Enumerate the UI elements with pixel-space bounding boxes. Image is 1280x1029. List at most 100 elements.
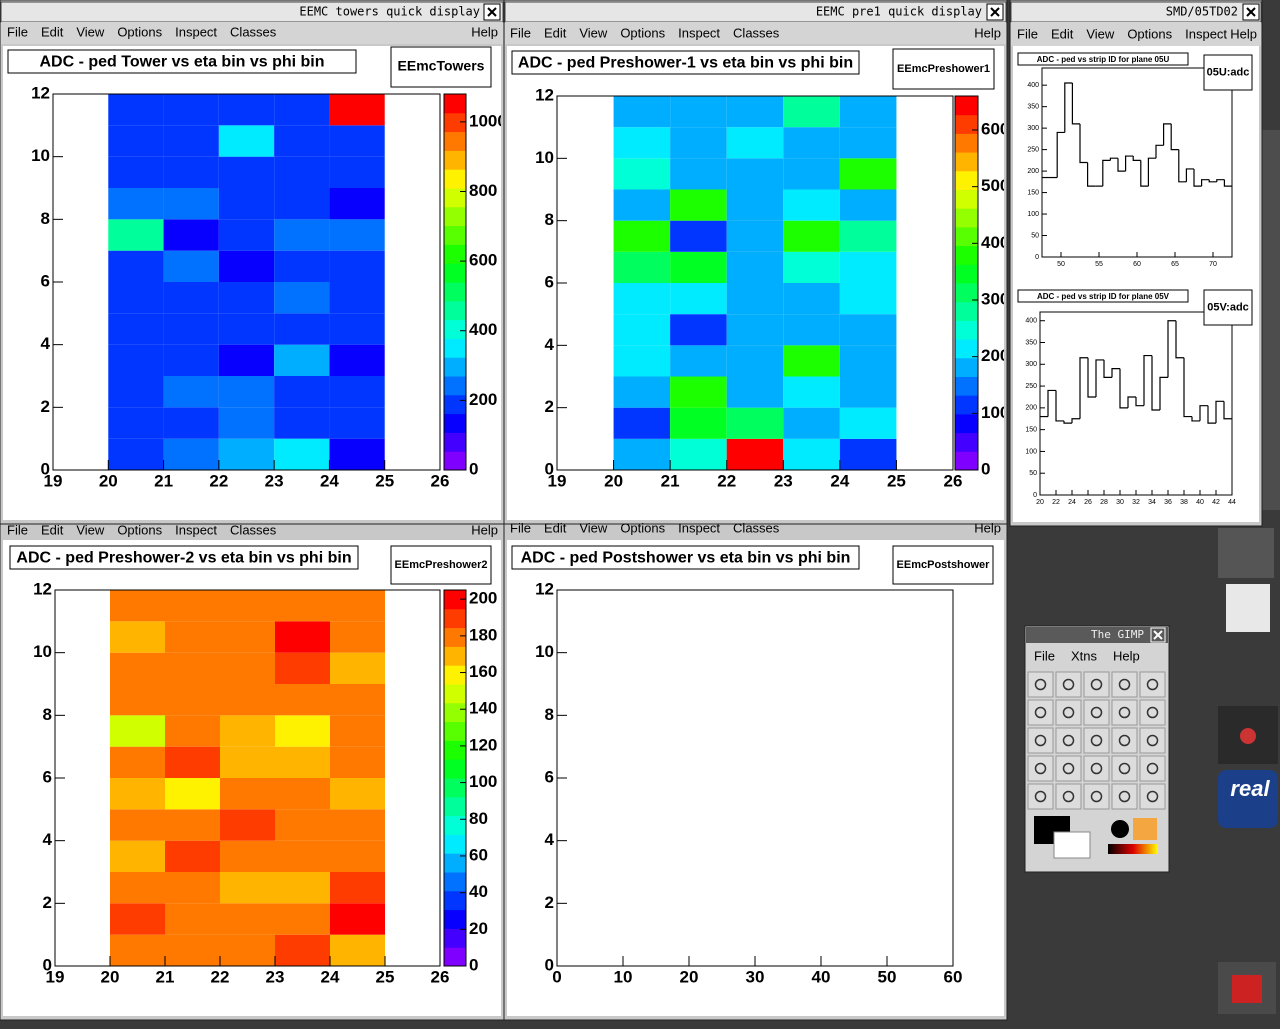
menu-item[interactable]: Classes	[733, 25, 780, 40]
menu-item[interactable]: Edit	[41, 24, 64, 39]
chart-title: ADC - ped Postshower vs eta bin vs phi b…	[521, 550, 851, 567]
menu-item[interactable]: Xtns	[1071, 648, 1098, 663]
tool-icon	[1034, 706, 1047, 719]
tool-button[interactable]	[1083, 699, 1110, 726]
tool-button[interactable]	[1027, 727, 1054, 754]
tool-button[interactable]	[1111, 727, 1138, 754]
tool-button[interactable]	[1139, 699, 1166, 726]
x-tick-label: 38	[1180, 499, 1188, 506]
menu-item[interactable]: Edit	[544, 25, 567, 40]
menu-item[interactable]: Edit	[544, 520, 567, 535]
menu-item[interactable]: View	[579, 25, 608, 40]
tool-button[interactable]	[1055, 671, 1082, 698]
tool-button[interactable]	[1111, 671, 1138, 698]
tool-icon	[1062, 790, 1075, 803]
heatmap-cell	[110, 778, 165, 810]
icon[interactable]	[1226, 584, 1270, 632]
menu-item[interactable]: Inspect	[678, 25, 720, 40]
bg-color[interactable]	[1053, 831, 1091, 859]
menu-item[interactable]: Help	[1113, 648, 1140, 663]
tool-button[interactable]	[1111, 755, 1138, 782]
gradient[interactable]	[1108, 844, 1158, 854]
tool-button[interactable]	[1083, 671, 1110, 698]
menu-item[interactable]: File	[1017, 26, 1038, 41]
tool-button[interactable]	[1083, 783, 1110, 810]
menu-item[interactable]: File	[510, 25, 531, 40]
tool-button[interactable]	[1083, 755, 1110, 782]
menu-item[interactable]: Options	[117, 522, 162, 537]
heatmap-cell	[613, 96, 671, 128]
histogram-step	[1178, 149, 1187, 183]
icon[interactable]	[1218, 770, 1278, 828]
tool-button[interactable]	[1027, 671, 1054, 698]
icon[interactable]	[1218, 528, 1274, 578]
tool-button[interactable]	[1055, 727, 1082, 754]
tool-icon	[1090, 790, 1103, 803]
tool-button[interactable]	[1083, 727, 1110, 754]
menu-item[interactable]: Classes	[733, 520, 780, 535]
colorbar-step	[955, 320, 978, 340]
menu-item[interactable]: Inspect	[1185, 26, 1227, 41]
tool-button[interactable]	[1055, 699, 1082, 726]
heatmap-cell	[275, 934, 330, 966]
colorbar-label: 80	[469, 809, 488, 828]
menu-item[interactable]: Edit	[41, 522, 64, 537]
histogram-step	[1132, 156, 1141, 161]
menu-item[interactable]: Help	[974, 25, 1001, 40]
heatmap-cell	[670, 345, 727, 377]
brush[interactable]	[1111, 820, 1129, 838]
heatmap-cell	[163, 156, 219, 188]
tool-button[interactable]	[1111, 783, 1138, 810]
colorbar-step	[955, 226, 978, 247]
tool-button[interactable]	[1139, 671, 1166, 698]
heatmap-cell	[783, 438, 840, 470]
histogram-step	[1103, 359, 1112, 378]
tool-button[interactable]	[1055, 755, 1082, 782]
menu-item[interactable]: Options	[117, 24, 162, 39]
heatmap-cell	[165, 684, 220, 716]
menu-item[interactable]: File	[7, 24, 28, 39]
menu-item[interactable]: Inspect	[175, 522, 217, 537]
heatmap-cell	[220, 746, 275, 778]
tool-button[interactable]	[1027, 699, 1054, 726]
tool-button[interactable]	[1055, 783, 1082, 810]
menu-item[interactable]: Classes	[230, 522, 277, 537]
menu-item[interactable]: File	[7, 522, 28, 537]
x-tick-label: 24	[320, 471, 339, 490]
menu-item[interactable]: Edit	[1051, 26, 1074, 41]
menu-item[interactable]: Help	[974, 520, 1001, 535]
tool-button[interactable]	[1139, 783, 1166, 810]
menu-item[interactable]: File	[1034, 648, 1055, 663]
pattern[interactable]	[1133, 818, 1157, 840]
menu-item[interactable]: Options	[1127, 26, 1172, 41]
menu-item[interactable]: File	[510, 520, 531, 535]
heatmap-cell	[329, 282, 385, 314]
colorbar-step	[955, 170, 978, 190]
tool-button[interactable]	[1139, 727, 1166, 754]
menu-item[interactable]: Inspect	[175, 24, 217, 39]
y-tick-label: 0	[545, 955, 554, 974]
heatmap-cell	[220, 809, 275, 841]
menu-item[interactable]: Help	[1230, 26, 1257, 41]
menu-item[interactable]: Help	[471, 24, 498, 39]
menu-item[interactable]: View	[1086, 26, 1115, 41]
tool-button[interactable]	[1111, 699, 1138, 726]
menu-item[interactable]: Help	[471, 522, 498, 537]
menu-item[interactable]: Classes	[230, 24, 277, 39]
colorbar-label: 600	[981, 119, 1009, 138]
menu-item[interactable]: Inspect	[678, 520, 720, 535]
heatmap-cell	[163, 125, 219, 157]
heatmap-cell	[330, 872, 385, 904]
menu-item[interactable]: View	[579, 520, 608, 535]
menu-item[interactable]: View	[76, 24, 105, 39]
histogram-step	[1063, 420, 1072, 424]
tool-button[interactable]	[1027, 755, 1054, 782]
tool-button[interactable]	[1027, 783, 1054, 810]
colorbar-step	[955, 152, 978, 172]
heatmap-cell	[275, 715, 330, 747]
tool-button[interactable]	[1139, 755, 1166, 782]
heatmap-cell	[329, 125, 385, 157]
menu-item[interactable]: Options	[620, 25, 665, 40]
menu-item[interactable]: View	[76, 522, 105, 537]
menu-item[interactable]: Options	[620, 520, 665, 535]
